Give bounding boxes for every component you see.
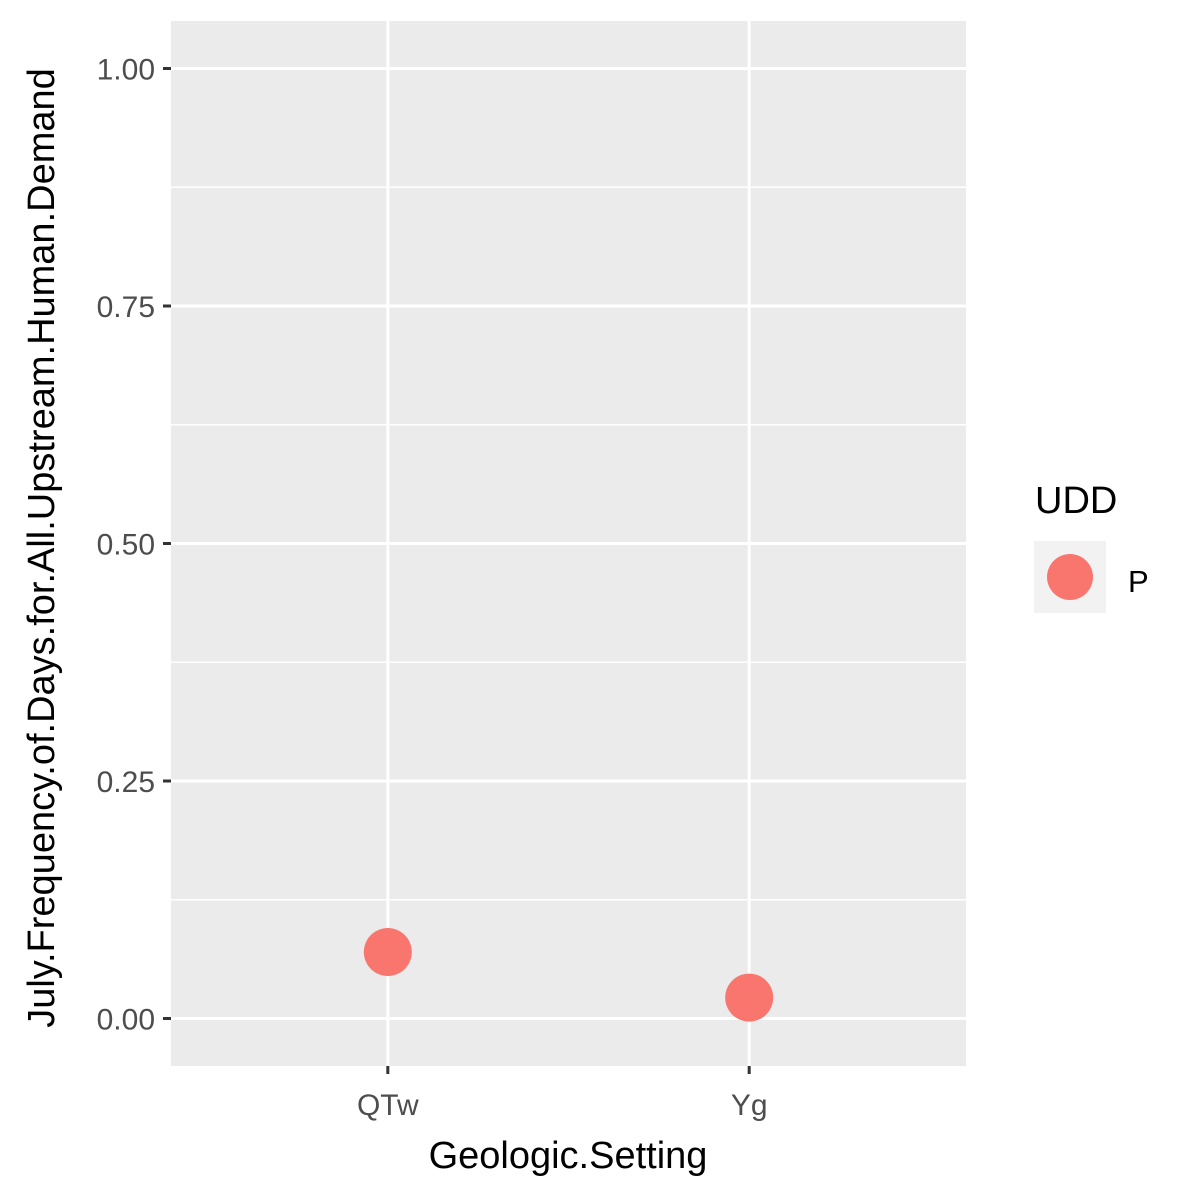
- y-axis-title: July.Frequency.of.Days.for.All.Upstream.…: [21, 68, 63, 1028]
- x-tick-label: Yg: [731, 1089, 768, 1122]
- x-axis-title: Geologic.Setting: [429, 1135, 708, 1177]
- y-tick-label: 0.75: [97, 291, 155, 324]
- major-grid: [171, 21, 966, 1066]
- y-tick-label: 0.00: [97, 1004, 155, 1037]
- y-tick-label: 0.50: [97, 529, 155, 562]
- legend-title: UDD: [1035, 480, 1117, 522]
- legend-entry-label: P: [1128, 564, 1149, 599]
- data-point: [725, 973, 774, 1022]
- x-tick-label: QTw: [357, 1089, 419, 1122]
- legend-key-point: [1047, 554, 1093, 600]
- y-tick-label: 0.25: [97, 766, 155, 799]
- data-points: [363, 928, 774, 1022]
- y-tick-label: 1.00: [97, 54, 155, 87]
- minor-grid: [171, 186, 966, 901]
- x-axis: QTw Yg: [357, 1066, 768, 1122]
- y-axis: 0.00 0.25 0.50 0.75 1.00: [97, 54, 171, 1037]
- data-point: [363, 928, 412, 976]
- legend: UDD P: [1034, 480, 1149, 613]
